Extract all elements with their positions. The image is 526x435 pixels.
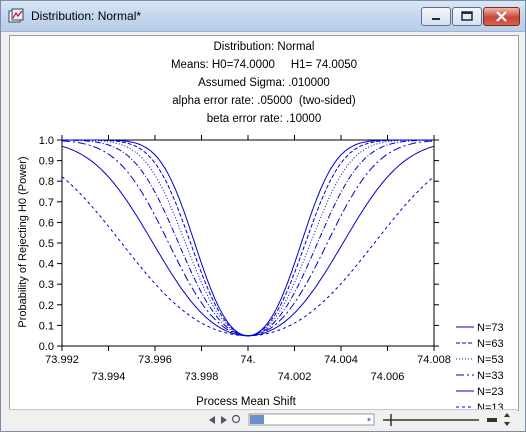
x-tick-label: 74.002 xyxy=(278,371,312,383)
chart-title: Distribution: Normal xyxy=(213,41,315,53)
x-tick-label: 74.004 xyxy=(324,354,358,366)
y-tick-label: 0.9 xyxy=(39,156,54,168)
x-tick-label: 73.996 xyxy=(138,354,172,366)
chart-app-icon[interactable] xyxy=(8,8,24,24)
y-tick-label: 0.8 xyxy=(39,176,54,188)
window-title: Distribution: Normal* xyxy=(31,9,142,23)
zoom-icon[interactable] xyxy=(231,414,241,424)
power-curve-chart: Probability of Rejecting H0 (Power) Proc… xyxy=(17,135,504,410)
plot-frame xyxy=(61,139,435,347)
pan-arrows-icon[interactable] xyxy=(209,416,227,424)
legend-label: N=73 xyxy=(477,322,504,334)
legend-label: N=13 xyxy=(477,402,504,410)
legend-label: N=53 xyxy=(477,354,504,366)
beta-line: beta error rate: .10000 xyxy=(206,113,322,125)
y-tick-label: 0.1 xyxy=(39,320,54,332)
y-axis-label: Probability of Rejecting H0 (Power) xyxy=(17,156,29,327)
status-bar xyxy=(9,409,517,430)
x-tick-label: 73.998 xyxy=(185,371,219,383)
y-tick-label: 0.4 xyxy=(39,259,54,271)
minimize-icon xyxy=(432,18,440,20)
power-curve-n-43 xyxy=(62,139,434,337)
maximize-button[interactable] xyxy=(452,7,482,26)
navigation-controls xyxy=(209,413,510,426)
x-tick-label: 74.006 xyxy=(371,371,405,383)
legend-label: N=33 xyxy=(477,370,504,382)
y-tick-label: 1.0 xyxy=(39,135,54,147)
close-icon xyxy=(496,11,507,22)
x-tick-label: 74.008 xyxy=(417,354,451,366)
y-tick-label: 0.5 xyxy=(39,238,54,250)
legend-label: N=63 xyxy=(477,338,504,350)
y-tick-label: 0.0 xyxy=(39,341,54,353)
y-tick-label: 0.2 xyxy=(39,300,54,312)
x-tick-label: 73.992 xyxy=(45,354,79,366)
minimize-button[interactable] xyxy=(421,7,451,26)
horizontal-scrollbar[interactable] xyxy=(248,413,375,426)
graph-area: Distribution: Normal Means: H0=74.0000 H… xyxy=(9,35,519,411)
means-line: Means: H0=74.0000 H1= 74.0050 xyxy=(170,59,358,71)
zoom-slider[interactable] xyxy=(383,414,479,426)
alpha-line: alpha error rate: .05000 (two-sided) xyxy=(172,95,356,107)
scroll-arrows-icon[interactable] xyxy=(487,413,510,426)
maximize-icon xyxy=(461,11,473,21)
y-tick-label: 0.7 xyxy=(39,197,54,209)
x-axis-label: Process Mean Shift xyxy=(196,396,297,408)
close-button[interactable] xyxy=(483,7,520,26)
sigma-line: Assumed Sigma: .010000 xyxy=(198,77,330,89)
legend-label: N=23 xyxy=(477,386,504,398)
y-tick-label: 0.3 xyxy=(39,279,54,291)
y-tick-label: 0.6 xyxy=(39,217,54,229)
x-tick-label: 73.994 xyxy=(92,371,126,383)
power-curve-n-13 xyxy=(61,176,435,337)
title-bar[interactable]: Distribution: Normal* xyxy=(1,1,525,32)
x-tick-label: 74. xyxy=(240,354,255,366)
